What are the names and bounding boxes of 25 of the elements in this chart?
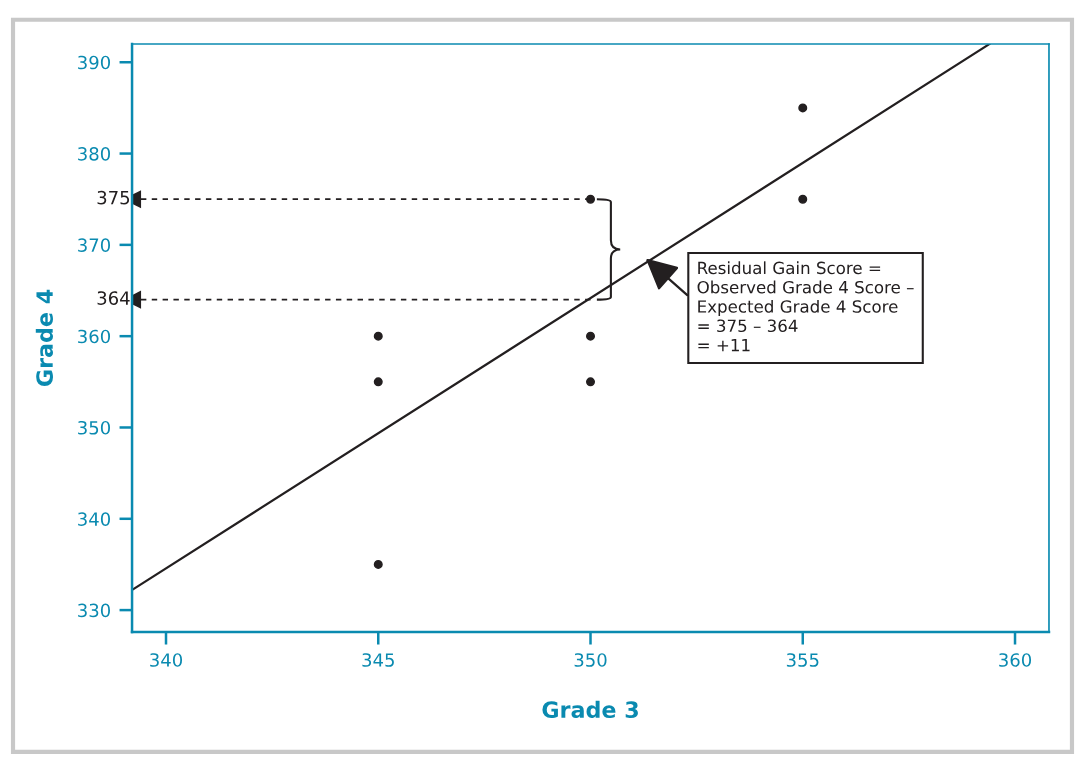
y-tick-label: 390 <box>78 55 111 70</box>
point <box>798 103 808 113</box>
x-tick-label: 350 <box>574 653 607 667</box>
text: 364 <box>97 291 130 305</box>
point <box>586 331 596 341</box>
annotation: Residual Gain Score = Observed Grade 4 Score – Expected Grade 4 Score = 375 – 364 = +11 <box>697 261 914 352</box>
x-tick-label: 345 <box>362 653 394 667</box>
point <box>373 559 383 569</box>
y-tick-label: 330 <box>78 603 111 618</box>
x-tick-label: 360 <box>999 653 1032 667</box>
y-tick-label: 370 <box>78 238 111 252</box>
point <box>798 194 808 204</box>
y-axis-title: Grade 4 <box>35 289 53 387</box>
x-axis-title: Grade 3 <box>542 700 638 719</box>
point <box>586 194 596 204</box>
x-tick-label: 340 <box>150 653 183 667</box>
point <box>373 377 383 387</box>
point <box>373 331 383 341</box>
text: 375 <box>97 190 130 205</box>
x-tick-label: 355 <box>786 653 819 667</box>
y-tick-label: 360 <box>78 329 111 344</box>
y-tick-label: 350 <box>78 420 111 435</box>
point <box>586 377 596 387</box>
y-tick-label: 380 <box>78 147 111 161</box>
y-tick-label: 340 <box>78 512 111 526</box>
